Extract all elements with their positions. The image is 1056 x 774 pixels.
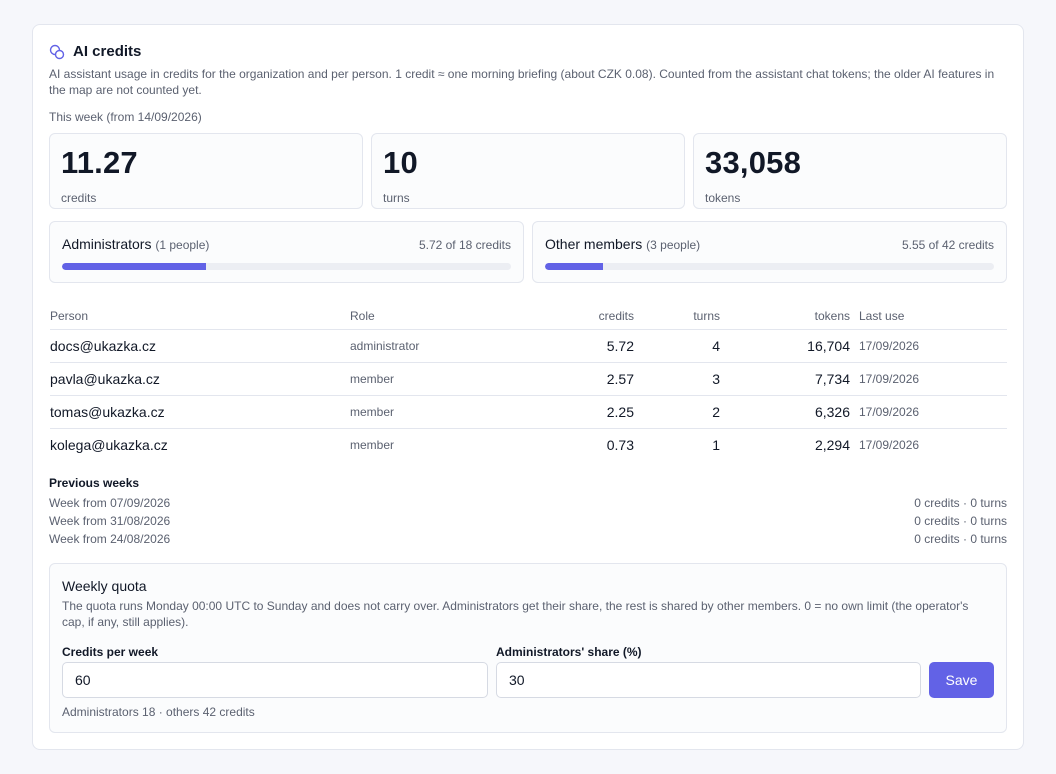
stat-tokens-value: 33,058 [705, 145, 802, 180]
stat-turns-label: turns [383, 191, 410, 205]
cell-last-use: 17/09/2026 [850, 362, 1007, 396]
quota-summary: Administrators 18 · others 42 credits [62, 705, 255, 719]
previous-week-label: Week from 24/08/2026 [49, 532, 171, 546]
table-header-row: Person Role credits turns tokens Last us… [50, 303, 1007, 330]
quota-title: Weekly quota [62, 578, 147, 594]
admin-share-label: Administrators' share (%) [496, 645, 642, 659]
save-button[interactable]: Save [929, 662, 994, 698]
cell-credits: 5.72 [500, 329, 634, 363]
cell-credits: 0.73 [606, 436, 634, 453]
previous-week-row: Week from 24/08/2026 0 credits · 0 turns [49, 532, 1007, 546]
stat-credits-value: 11.27 [61, 145, 138, 180]
weekly-quota-panel: Weekly quota The quota runs Monday 00:00… [49, 563, 1007, 733]
table-row: tomas@ukazka.cz member 2.25 2 6,326 17/0… [50, 395, 1007, 429]
usage-table: Person Role credits turns tokens Last us… [50, 303, 1007, 461]
ai-credits-card: AI credits AI assistant usage in credits… [32, 24, 1024, 750]
cell-role: administrator [350, 329, 500, 363]
credits-per-week-label: Credits per week [62, 645, 159, 659]
cell-person: kolega@ukazka.cz [50, 436, 168, 453]
previous-week-row: Week from 31/08/2026 0 credits · 0 turns [49, 514, 1007, 528]
group-other-members: Other members (3 people) 5.55 of 42 cred… [532, 221, 1007, 283]
cell-tokens: 2,294 [814, 436, 850, 453]
stat-tokens-label: tokens [705, 191, 741, 205]
previous-week-label: Week from 31/08/2026 [49, 514, 171, 528]
group-count: (1 people) [155, 238, 210, 252]
cell-credits: 2.25 [500, 395, 634, 429]
coins-icon [49, 44, 65, 60]
table-row: docs@ukazka.cz administrator 5.72 4 16,7… [50, 329, 1007, 363]
stat-turns: 10 turns [371, 133, 685, 209]
cell-turns: 1 [712, 436, 720, 453]
cell-person: pavla@ukazka.cz [50, 362, 350, 396]
previous-week-summary: 0 credits · 0 turns [914, 514, 1007, 528]
this-week-label: This week (from 14/09/2026) [49, 110, 202, 124]
cell-person: docs@ukazka.cz [50, 329, 350, 363]
cell-credits: 2.57 [500, 362, 634, 396]
group-usage-bar [545, 263, 994, 270]
cell-last-use: 17/09/2026 [850, 329, 1007, 363]
previous-week-row: Week from 07/09/2026 0 credits · 0 turns [49, 496, 1007, 510]
col-role: Role [350, 303, 500, 330]
col-turns: turns [634, 303, 720, 330]
page-title: AI credits [73, 43, 142, 60]
cell-turns: 4 [634, 329, 720, 363]
previous-week-summary: 0 credits · 0 turns [914, 496, 1007, 510]
cell-tokens: 16,704 [720, 329, 850, 363]
cell-tokens: 7,734 [720, 362, 850, 396]
table-row: kolega@ukazka.cz member 0.73 1 2,294 17/… [50, 428, 1007, 461]
cell-role: member [350, 362, 500, 396]
credits-per-week-input[interactable] [62, 662, 488, 698]
stat-credits-label: credits [61, 191, 97, 205]
previous-week-label: Week from 07/09/2026 [49, 496, 171, 510]
group-usage-bar [62, 263, 511, 270]
previous-weeks-title: Previous weeks [49, 476, 140, 490]
group-name: Other members [545, 236, 643, 252]
group-count: (3 people) [646, 238, 701, 252]
col-tokens: tokens [720, 303, 850, 330]
cell-turns: 2 [634, 395, 720, 429]
stat-credits: 11.27 credits [49, 133, 363, 209]
card-header: AI credits [49, 43, 141, 60]
cell-role: member [350, 395, 500, 429]
col-last-use: Last use [850, 303, 1007, 330]
group-name: Administrators [62, 236, 152, 252]
col-credits: credits [500, 303, 634, 330]
group-usage: 5.55 of 42 credits [901, 238, 994, 252]
cell-role: member [350, 437, 395, 452]
group-usage-fill [545, 263, 604, 270]
group-usage: 5.72 of 18 credits [418, 238, 511, 252]
admin-share-input[interactable] [496, 662, 921, 698]
cell-tokens: 6,326 [720, 395, 850, 429]
stat-tokens: 33,058 tokens [693, 133, 1007, 209]
stat-turns-value: 10 [383, 145, 418, 180]
cell-turns: 3 [634, 362, 720, 396]
previous-week-summary: 0 credits · 0 turns [914, 532, 1007, 546]
quota-description: The quota runs Monday 00:00 UTC to Sunda… [62, 599, 969, 629]
cell-last-use: 17/09/2026 [859, 437, 920, 452]
col-person: Person [50, 303, 350, 330]
group-administrators: Administrators (1 people) 5.72 of 18 cre… [49, 221, 524, 283]
group-usage-fill [62, 263, 206, 270]
cell-last-use: 17/09/2026 [850, 395, 1007, 429]
cell-person: tomas@ukazka.cz [50, 395, 350, 429]
table-row: pavla@ukazka.cz member 2.57 3 7,734 17/0… [50, 362, 1007, 396]
page-description: AI assistant usage in credits for the or… [49, 67, 995, 97]
